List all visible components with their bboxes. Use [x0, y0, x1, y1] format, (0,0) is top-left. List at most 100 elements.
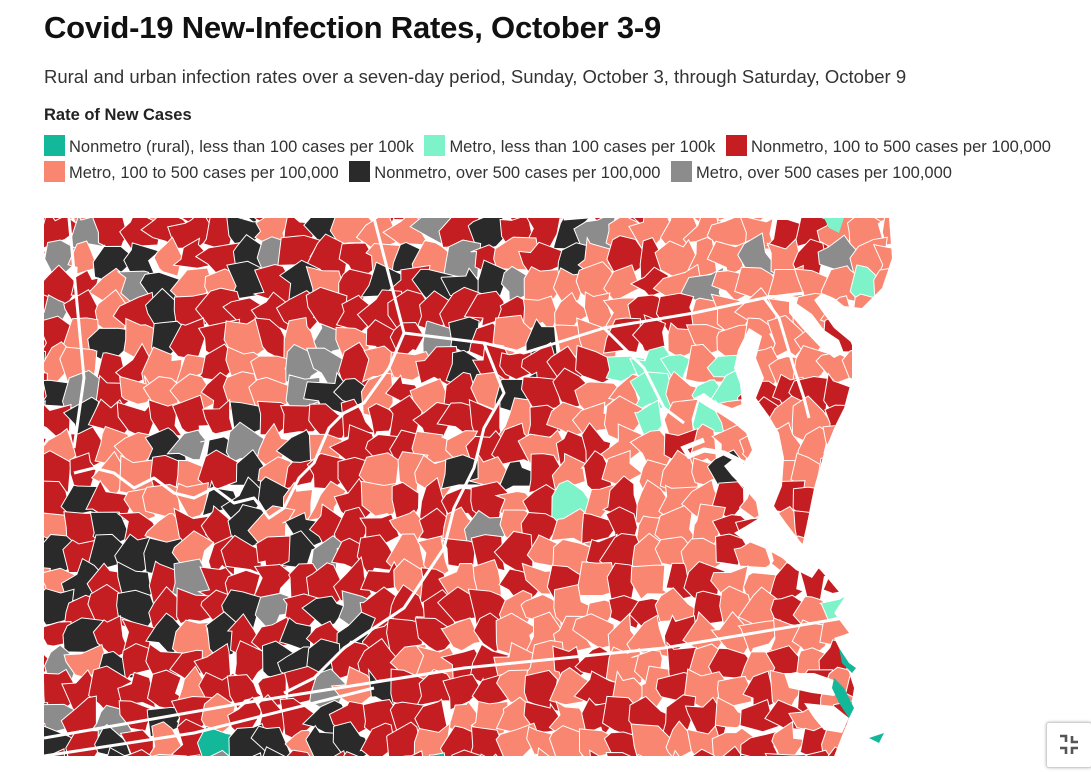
county[interactable]: [878, 646, 920, 688]
county[interactable]: [846, 621, 884, 661]
county[interactable]: [1032, 218, 1077, 254]
county[interactable]: [1062, 270, 1091, 306]
county[interactable]: [1059, 460, 1091, 494]
county[interactable]: [1042, 481, 1072, 520]
county[interactable]: [986, 751, 1023, 756]
county[interactable]: [848, 726, 888, 756]
county[interactable]: [874, 265, 915, 306]
county[interactable]: [1063, 218, 1091, 245]
county[interactable]: [874, 600, 915, 635]
county[interactable]: [1033, 453, 1069, 489]
county[interactable]: [1064, 346, 1091, 377]
county[interactable]: [1010, 694, 1046, 734]
county[interactable]: [1067, 218, 1091, 224]
county[interactable]: [955, 565, 994, 604]
county[interactable]: [961, 376, 997, 408]
county[interactable]: [930, 483, 965, 519]
county[interactable]: [959, 449, 989, 493]
county[interactable]: [896, 537, 938, 575]
county[interactable]: [878, 401, 911, 446]
county[interactable]: [1043, 613, 1078, 653]
county[interactable]: [984, 558, 1022, 600]
county[interactable]: [982, 531, 1022, 577]
county[interactable]: [928, 398, 962, 445]
county[interactable]: [954, 482, 998, 521]
county[interactable]: [1005, 557, 1047, 599]
county[interactable]: [926, 591, 965, 630]
county[interactable]: [983, 641, 1022, 682]
fullscreen-button[interactable]: [1046, 722, 1091, 768]
county[interactable]: [934, 243, 973, 283]
county[interactable]: [951, 723, 997, 756]
county[interactable]: [986, 725, 1027, 755]
county[interactable]: [881, 319, 916, 364]
county[interactable]: [1008, 591, 1046, 632]
county[interactable]: [1068, 380, 1091, 414]
county[interactable]: [903, 396, 942, 439]
county[interactable]: [846, 482, 884, 520]
county[interactable]: [1009, 218, 1049, 254]
county[interactable]: [951, 319, 999, 355]
county[interactable]: [1033, 403, 1080, 436]
county[interactable]: [828, 479, 860, 522]
county[interactable]: [877, 374, 912, 418]
county[interactable]: [850, 321, 881, 363]
county[interactable]: [977, 243, 1018, 278]
county[interactable]: [955, 670, 997, 708]
county[interactable]: [850, 399, 889, 440]
county[interactable]: [874, 752, 917, 756]
county[interactable]: [845, 569, 887, 596]
county[interactable]: [991, 509, 1020, 544]
county[interactable]: [524, 267, 559, 303]
county[interactable]: [927, 618, 972, 660]
county[interactable]: [928, 640, 973, 687]
county[interactable]: [901, 320, 944, 359]
county[interactable]: [906, 589, 941, 630]
county[interactable]: [1006, 218, 1050, 225]
county[interactable]: [882, 481, 912, 525]
county[interactable]: [927, 218, 959, 256]
county[interactable]: [1039, 589, 1078, 629]
county[interactable]: [848, 509, 892, 545]
county[interactable]: [955, 614, 996, 658]
county[interactable]: [1008, 617, 1047, 656]
county[interactable]: [964, 652, 992, 679]
county[interactable]: [937, 724, 971, 756]
county[interactable]: [1064, 396, 1091, 446]
county[interactable]: [1009, 725, 1050, 756]
county[interactable]: [906, 722, 931, 756]
county[interactable]: [1070, 567, 1091, 603]
county[interactable]: [1070, 430, 1091, 466]
county[interactable]: [1031, 676, 1082, 716]
county[interactable]: [1007, 238, 1049, 283]
county[interactable]: [1059, 671, 1091, 711]
county[interactable]: [845, 537, 882, 575]
county[interactable]: [1004, 320, 1041, 357]
county[interactable]: [1009, 665, 1047, 703]
county[interactable]: [928, 667, 963, 714]
county[interactable]: [1008, 455, 1053, 494]
county[interactable]: [983, 427, 1024, 463]
county[interactable]: [955, 535, 996, 573]
county[interactable]: [1011, 751, 1049, 756]
county[interactable]: [924, 517, 967, 547]
county[interactable]: [1008, 510, 1041, 550]
county[interactable]: [982, 318, 1022, 358]
county[interactable]: [960, 597, 992, 629]
county[interactable]: [842, 346, 888, 386]
county[interactable]: [1069, 513, 1091, 549]
county[interactable]: [873, 564, 911, 598]
county[interactable]: [904, 671, 941, 708]
county[interactable]: [1004, 482, 1046, 525]
county[interactable]: [957, 510, 990, 552]
county[interactable]: [1042, 533, 1074, 576]
county[interactable]: [900, 484, 945, 523]
county[interactable]: [1069, 323, 1091, 364]
county[interactable]: [984, 615, 1018, 650]
county[interactable]: [930, 218, 971, 227]
county[interactable]: [852, 375, 891, 410]
county[interactable]: [1031, 239, 1075, 281]
county[interactable]: [825, 405, 860, 444]
county[interactable]: [851, 694, 890, 735]
county[interactable]: [903, 347, 942, 388]
